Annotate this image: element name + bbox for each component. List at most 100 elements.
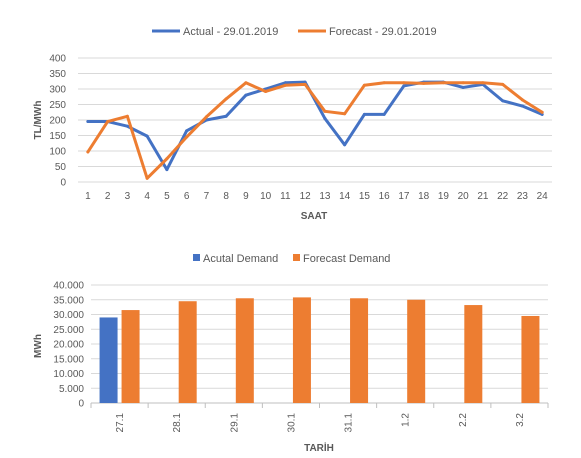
actual-price-point: [343, 143, 347, 147]
forecast-price-point: [323, 109, 327, 113]
forecast-price-point: [165, 157, 169, 161]
chart2-y-tick-label: 40.000: [53, 281, 84, 292]
forecast-price-point: [303, 82, 307, 86]
actual-price-point: [145, 134, 149, 138]
chart1-y-tick-label: 300: [49, 85, 66, 96]
forecast-price-point: [283, 83, 287, 87]
actual-price-point: [283, 81, 287, 85]
chart1-x-tick-label: 8: [223, 191, 229, 202]
forecast-price-point: [422, 81, 426, 85]
chart1-series: [86, 80, 544, 180]
chart1-x-tick-label: 12: [300, 191, 312, 202]
chart1-y-tick-label: 50: [55, 162, 67, 173]
chart1-x-tick-label: 20: [458, 191, 470, 202]
forecast-price-point: [86, 150, 90, 154]
forecast-price-point: [501, 82, 505, 86]
chart1-x-tick-label: 17: [398, 191, 410, 202]
chart2-y-tick-label: 10.000: [53, 369, 84, 380]
hourly-price-line-chart: Actual - 29.01.2019 Forecast - 29.01.201…: [33, 26, 552, 222]
chart1-x-tick-label: 3: [125, 191, 131, 202]
chart1-y-tick-label: 150: [49, 131, 66, 142]
actual-price-point: [244, 93, 248, 97]
chart2-y-tick-label: 35.000: [53, 295, 84, 306]
forecast-price-point: [224, 97, 228, 101]
forecast-price-point: [540, 110, 544, 114]
chart2-x-tick-label: 30.1: [286, 413, 297, 433]
actual-price-point: [86, 120, 90, 124]
chart2-legend: Acutal Demand Forecast Demand: [193, 253, 390, 265]
legend-forecast-demand-label: Forecast Demand: [303, 253, 390, 265]
chart1-x-tick-label: 18: [418, 191, 430, 202]
forecast-demand-bar: [464, 305, 483, 403]
chart1-x-tick-label: 15: [359, 191, 371, 202]
chart2-x-tick-label: 28.1: [172, 413, 183, 433]
chart1-y-tick-label: 400: [49, 54, 66, 65]
chart2-y-tick-label: 15.000: [53, 354, 84, 365]
chart1-x-tick-label: 1: [85, 191, 91, 202]
actual-price-line: [86, 80, 544, 172]
chart1-x-tick-label: 19: [438, 191, 450, 202]
actual-price-point: [382, 112, 386, 116]
forecast-demand-bar: [235, 298, 254, 403]
forecast-demand-bar: [178, 301, 197, 403]
forecast-price-point: [264, 89, 268, 93]
forecast-price-point: [362, 83, 366, 87]
chart1-y-tick-label: 100: [49, 147, 66, 158]
forecast-price-point: [461, 81, 465, 85]
chart2-y-tick-label: 0: [78, 399, 84, 410]
forecast-demand-bar: [407, 299, 426, 403]
forecast-price-point: [343, 112, 347, 116]
forecast-price-point: [382, 81, 386, 85]
actual-price-point: [323, 116, 327, 120]
chart1-x-tick-label: 7: [204, 191, 210, 202]
chart1-y-axis-title: TL/MWh: [33, 101, 44, 140]
chart1-y-tick-label: 250: [49, 100, 66, 111]
actual-price-point: [540, 112, 544, 116]
chart1-x-tick-label: 4: [144, 191, 150, 202]
chart2-y-tick-label: 30.000: [53, 310, 84, 321]
chart1-x-tick-label: 2: [105, 191, 111, 202]
chart2-y-axis-title: MWh: [33, 334, 44, 358]
chart2-x-tick-label: 3.2: [515, 413, 526, 427]
chart1-legend: Actual - 29.01.2019 Forecast - 29.01.201…: [152, 26, 437, 38]
chart2-x-tick-label: 31.1: [344, 413, 355, 433]
chart2-x-tick-label: 27.1: [115, 413, 126, 433]
forecast-price-line: [86, 81, 544, 180]
chart1-x-tick-label: 24: [537, 191, 549, 202]
actual-price-point: [402, 84, 406, 88]
actual-price-point: [501, 99, 505, 103]
chart1-x-tick-label: 21: [477, 191, 489, 202]
forecast-price-point: [145, 176, 149, 180]
chart1-grid: [78, 57, 552, 183]
chart1-y-tick-label: 0: [60, 178, 66, 189]
chart2-x-tick-label: 29.1: [229, 413, 240, 433]
chart2-bars: [99, 297, 540, 403]
actual-demand-bar: [99, 317, 118, 403]
actual-price-point: [224, 114, 228, 118]
actual-price-point: [125, 124, 129, 128]
chart2-y-tick-label: 20.000: [53, 340, 84, 351]
forecast-price-point: [244, 81, 248, 85]
chart2-y-tick-label: 5.000: [59, 384, 84, 395]
chart1-x-ticks: 1 2 3 4 5 6 7 8 9 10 11 12 13 14 15 16 17 18 19 20 21 22 23 24: [85, 191, 548, 202]
chart1-x-tick-label: 14: [339, 191, 351, 202]
forecast-demand-bar: [121, 310, 140, 403]
forecast-demand-bar: [292, 297, 311, 403]
chart1-y-ticks: 0 50 100 150 200 250 300 350 400: [49, 54, 66, 189]
actual-price-point: [165, 168, 169, 172]
actual-price-point: [362, 112, 366, 116]
chart1-x-tick-label: 6: [184, 191, 190, 202]
legend-forecast-label: Forecast - 29.01.2019: [329, 26, 437, 38]
chart2-x-axis-title: TARİH: [304, 441, 334, 454]
forecast-price-point: [204, 115, 208, 119]
forecast-price-point: [402, 81, 406, 85]
chart1-x-tick-label: 9: [243, 191, 249, 202]
forecast-price-point: [185, 135, 189, 139]
chart1-y-tick-label: 200: [49, 116, 66, 127]
chart2-y-ticks: 0 5.000 10.000 15.000 20.000 25.000 30.000 35.0…: [53, 281, 84, 410]
actual-price-point: [520, 104, 524, 108]
forecast-demand-bar: [521, 315, 540, 403]
chart2-x-tick-label: 2.2: [458, 413, 469, 427]
chart2-x-tick-label: 1.2: [401, 413, 412, 427]
chart1-x-tick-label: 13: [319, 191, 331, 202]
